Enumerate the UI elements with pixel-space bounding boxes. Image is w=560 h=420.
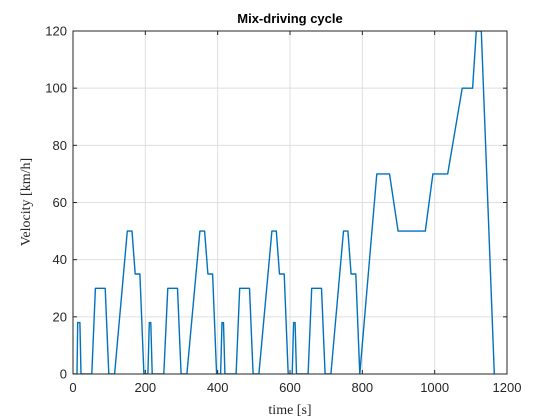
- y-tick-label: 20: [53, 309, 67, 324]
- x-tick-label: 1200: [493, 380, 522, 395]
- x-tick-label: 0: [69, 380, 76, 395]
- y-tick-label: 60: [53, 195, 67, 210]
- x-tick-labels: 0 200 400 600 800 1000 1200: [69, 380, 521, 395]
- grid-lines: [73, 31, 507, 374]
- velocity-series-line: [73, 31, 495, 374]
- y-tick-label: 0: [60, 367, 67, 382]
- x-axis-label: time [s]: [268, 403, 311, 418]
- x-tick-label: 400: [207, 380, 229, 395]
- y-tick-label: 120: [45, 24, 67, 39]
- y-tick-label: 100: [45, 81, 67, 96]
- y-tick-label: 80: [53, 138, 67, 153]
- chart-title: Mix-driving cycle: [237, 11, 342, 26]
- x-tick-label: 800: [351, 380, 373, 395]
- y-tick-label: 40: [53, 252, 67, 267]
- tick-marks: [72, 30, 508, 375]
- y-tick-labels: 0 20 40 60 80 100 120: [45, 24, 67, 382]
- x-tick-label: 1000: [420, 380, 449, 395]
- series-layer: [73, 31, 495, 374]
- x-tick-label: 200: [134, 380, 156, 395]
- y-axis-label: Velocity [km/h]: [19, 158, 34, 246]
- x-tick-label: 600: [279, 380, 301, 395]
